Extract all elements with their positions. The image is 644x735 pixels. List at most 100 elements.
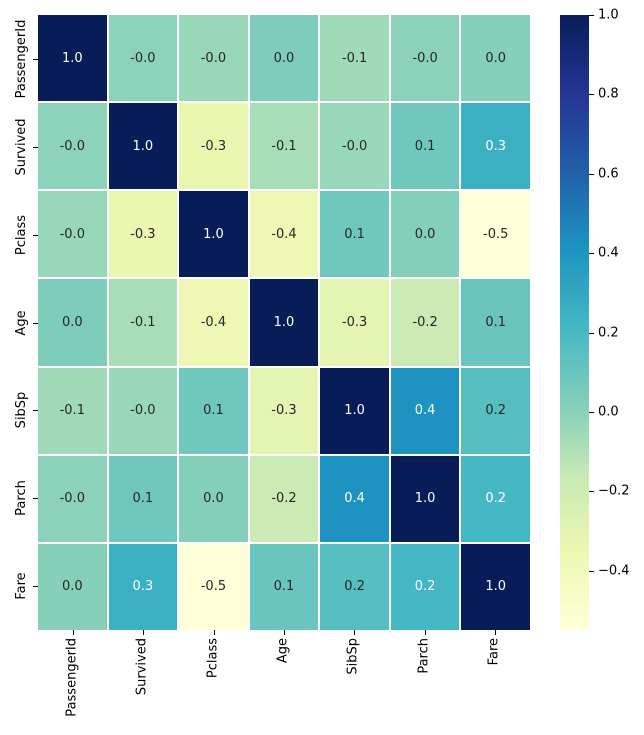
cell-value: 0.0 (414, 226, 436, 242)
y-tick-mark (33, 410, 38, 412)
heatmap-cell-Age-Fare: 0.1 (461, 279, 530, 366)
x-axis-label-Fare: Fare (486, 638, 502, 666)
cell-value: 0.1 (485, 314, 507, 330)
heatmap-cell-Parch-PassengerId: -0.0 (38, 455, 107, 542)
x-axis-label-SibSp: SibSp (345, 638, 361, 675)
x-tick-mark (424, 630, 426, 635)
heatmap-cell-Survived-SibSp: -0.0 (320, 103, 389, 190)
colorbar-tick-label: 0.2 (598, 325, 619, 341)
y-axis-label-Survived: Survived (14, 118, 30, 176)
cell-value: -0.5 (483, 226, 509, 242)
x-tick-mark (143, 630, 145, 635)
y-tick-mark (33, 234, 38, 236)
cell-value: -0.0 (130, 50, 156, 66)
cell-value: 0.4 (414, 403, 436, 419)
cell-value: 0.2 (485, 491, 507, 507)
cell-value: 0.0 (203, 491, 224, 507)
cell-value: -0.0 (59, 226, 85, 242)
heatmap-cell-Fare-Fare: 1.0 (461, 543, 530, 630)
y-axis-label-Fare: Fare (14, 572, 30, 600)
cell-value: 1.0 (132, 138, 154, 154)
cell-value: 0.2 (344, 579, 365, 595)
cell-value: 0.1 (132, 491, 154, 507)
heatmap-cell-Age-SibSp: -0.3 (320, 279, 389, 366)
cell-value: -0.0 (412, 50, 438, 66)
heatmap-cell-Survived-Parch: 0.1 (390, 103, 460, 190)
heatmap-cell-Pclass-Pclass: 1.0 (179, 191, 248, 278)
cell-value: 0.0 (485, 50, 507, 66)
heatmap-cell-Fare-Pclass: -0.5 (179, 543, 248, 630)
y-axis-label-Pclass: Pclass (14, 214, 30, 255)
cell-value: 0.0 (61, 579, 83, 595)
cell-value: -0.1 (130, 314, 156, 330)
colorbar-tick-label: −0.2 (598, 483, 630, 499)
cell-value: 0.3 (132, 579, 154, 595)
colorbar-tick-label: 1.0 (598, 7, 619, 23)
heatmap-cell-Parch-SibSp: 0.4 (320, 455, 389, 542)
cell-value: 0.2 (414, 579, 436, 595)
cell-value: 1.0 (203, 226, 224, 242)
cell-value: -0.0 (59, 491, 85, 507)
cell-value: -0.1 (271, 138, 297, 154)
heatmap-cell-SibSp-Age: -0.3 (249, 367, 319, 454)
cell-value: -0.1 (341, 50, 368, 66)
heatmap-cell-PassengerId-Parch: -0.0 (390, 15, 460, 102)
cell-value: -0.4 (271, 226, 297, 242)
heatmap-cell-Parch-Pclass: 0.0 (179, 455, 248, 542)
x-tick-mark (494, 630, 496, 635)
heatmap-cell-Pclass-Parch: 0.0 (390, 191, 460, 278)
y-tick-mark (33, 498, 38, 500)
colorbar-tick-label: 0.6 (598, 166, 619, 182)
cell-value: -0.4 (200, 314, 227, 330)
heatmap-cell-Survived-Survived: 1.0 (108, 103, 178, 190)
cell-value: -0.0 (130, 403, 156, 419)
cell-value: 0.1 (414, 138, 436, 154)
cell-value: 0.1 (344, 226, 365, 242)
heatmap-cell-SibSp-Fare: 0.2 (461, 367, 530, 454)
cell-value: 0.0 (273, 50, 295, 66)
heatmap-cell-SibSp-PassengerId: -0.1 (38, 367, 107, 454)
cell-value: -0.0 (200, 50, 227, 66)
y-tick-mark (33, 586, 38, 588)
heatmap-cell-PassengerId-Age: 0.0 (249, 15, 319, 102)
x-axis-label-Age: Age (275, 638, 291, 664)
colorbar-tick-label: 0.0 (598, 404, 619, 420)
colorbar-tick-mark (589, 570, 594, 572)
cell-value: -0.0 (59, 138, 85, 154)
cell-value: -0.3 (130, 226, 156, 242)
heatmap-cell-Fare-Age: 0.1 (249, 543, 319, 630)
cell-value: 0.1 (203, 403, 224, 419)
cell-value: 0.4 (344, 491, 365, 507)
cell-value: 0.2 (485, 403, 507, 419)
heatmap-cell-SibSp-Parch: 0.4 (390, 367, 460, 454)
cell-value: -0.3 (341, 314, 368, 330)
heatmap-cell-Age-Age: 1.0 (249, 279, 319, 366)
colorbar-tick-mark (589, 412, 594, 414)
y-tick-mark (33, 58, 38, 60)
y-tick-mark (33, 146, 38, 148)
colorbar-tick-mark (589, 15, 594, 16)
heatmap-cell-Survived-Fare: 0.3 (461, 103, 530, 190)
colorbar-tick-label: 0.4 (598, 245, 619, 261)
cell-value: -0.3 (271, 403, 297, 419)
x-tick-mark (73, 630, 75, 635)
heatmap-cell-Fare-Survived: 0.3 (108, 543, 178, 630)
colorbar-tick-mark (589, 491, 594, 493)
heatmap-cell-Age-Pclass: -0.4 (179, 279, 248, 366)
heatmap-cell-Pclass-SibSp: 0.1 (320, 191, 389, 278)
cell-value: 1.0 (485, 579, 507, 595)
heatmap-cell-Age-PassengerId: 0.0 (38, 279, 107, 366)
colorbar-tick-label: −0.4 (598, 563, 630, 579)
heatmap-cell-PassengerId-SibSp: -0.1 (320, 15, 389, 102)
heatmap-cell-Age-Parch: -0.2 (390, 279, 460, 366)
colorbar-tick-mark (589, 332, 594, 334)
cell-value: -0.5 (200, 579, 227, 595)
cell-value: -0.0 (341, 138, 368, 154)
colorbar-tick-mark (589, 253, 594, 255)
heatmap-cell-Fare-SibSp: 0.2 (320, 543, 389, 630)
heatmap-cell-Parch-Parch: 1.0 (390, 455, 460, 542)
heatmap-cell-Survived-Age: -0.1 (249, 103, 319, 190)
cell-value: 1.0 (61, 50, 83, 66)
cell-value: -0.2 (271, 491, 297, 507)
